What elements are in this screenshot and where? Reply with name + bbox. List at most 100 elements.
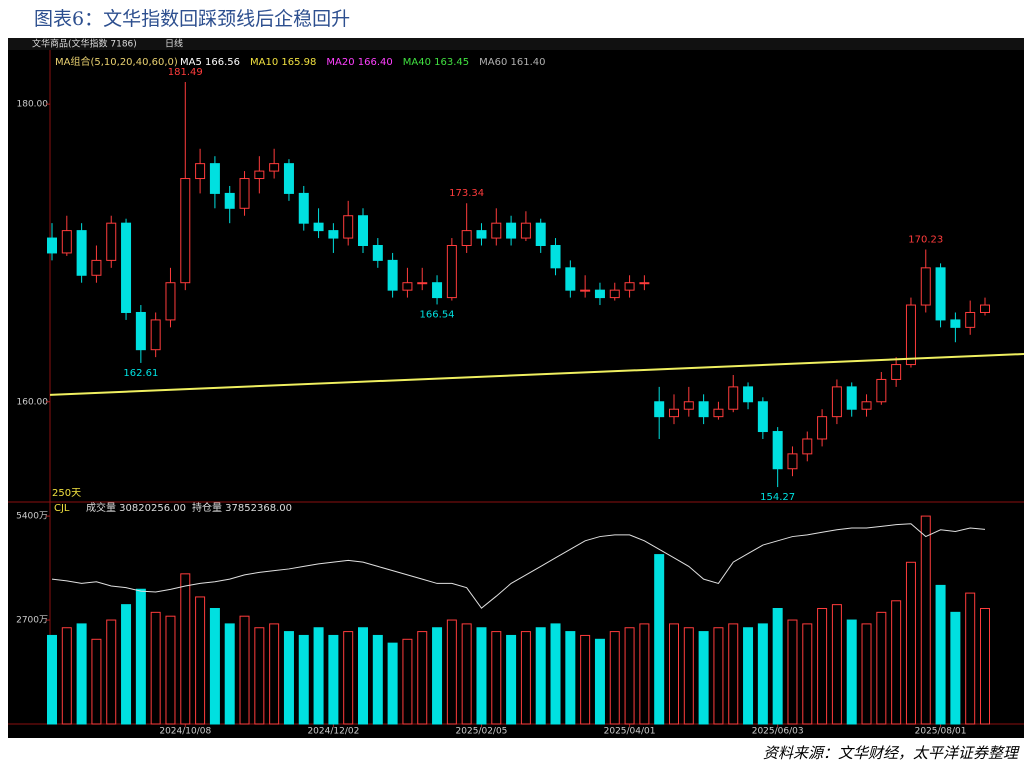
ma-title: MA组合(5,10,20,40,60,0) xyxy=(55,55,178,68)
volume-bar xyxy=(861,623,872,725)
legend-entry: MA10 165.98 xyxy=(250,57,316,68)
volume-bar xyxy=(106,619,117,725)
candle-body xyxy=(580,289,591,292)
candle-body xyxy=(209,163,220,194)
volume-bar xyxy=(772,607,783,725)
volume-bar xyxy=(624,627,635,725)
candle-body xyxy=(535,222,546,247)
candle-body xyxy=(861,401,872,410)
period: 日线 xyxy=(165,38,183,50)
volume-bar xyxy=(950,611,961,725)
volume-bar xyxy=(76,623,87,725)
volume-bar xyxy=(180,573,191,725)
extreme-label: 166.54 xyxy=(420,309,455,320)
candle-body xyxy=(950,319,961,328)
candle-body xyxy=(772,431,783,470)
volume-bar xyxy=(609,631,620,725)
volume-bar xyxy=(802,623,813,725)
volume-bar xyxy=(343,631,354,725)
open-interest-label: 持仓量 37852368.00 xyxy=(192,501,292,514)
volume-bar xyxy=(269,623,280,725)
volume-bar xyxy=(254,627,265,725)
window-label: 250天 xyxy=(52,488,81,499)
volume-bar xyxy=(817,607,828,725)
volume-bar xyxy=(417,631,428,725)
candle-body xyxy=(283,163,294,194)
candle-body xyxy=(728,386,739,410)
volume-bar xyxy=(358,627,368,725)
volume-bar xyxy=(757,623,768,725)
candle-body xyxy=(61,230,72,254)
candle-body xyxy=(698,401,709,418)
volume-bar xyxy=(224,623,235,725)
candle-body xyxy=(358,215,368,247)
chart: 文华商品(文华指数 7186) 日线 MA组合(5,10,20,40,60,0)… xyxy=(8,38,1025,738)
candle-body xyxy=(846,386,857,410)
candle-body xyxy=(876,378,887,403)
volume-bar xyxy=(831,604,842,725)
candle-body xyxy=(76,230,87,276)
candle-body xyxy=(491,222,502,239)
candle-body xyxy=(905,304,916,366)
x-tick-label: 2025/02/05 xyxy=(456,727,508,737)
legend-entry: MA5 166.56 xyxy=(180,57,240,68)
volume-bar xyxy=(209,607,220,725)
volume-bar xyxy=(165,615,176,725)
volume-label: 成交量 30820256.00 xyxy=(86,501,186,514)
candle-body xyxy=(669,408,679,418)
volume-bar xyxy=(535,627,546,725)
candle-body xyxy=(417,282,428,285)
volume-bar xyxy=(47,634,57,725)
volume-bar xyxy=(580,634,591,725)
candle-body xyxy=(387,259,398,291)
x-tick-label: 2025/08/01 xyxy=(915,727,967,737)
candle-body xyxy=(654,401,665,418)
x-tick-label: 2025/06/03 xyxy=(752,727,804,737)
candle-body xyxy=(476,230,487,239)
volume-bar xyxy=(432,627,443,725)
volume-bar xyxy=(920,515,931,725)
candle-body xyxy=(624,282,635,291)
candle-body xyxy=(91,259,102,276)
candle-body xyxy=(980,304,990,313)
candle-body xyxy=(343,215,354,239)
candle-body xyxy=(920,267,931,306)
volume-bar xyxy=(713,627,724,725)
volume-bar xyxy=(195,596,206,725)
candle-body xyxy=(195,163,206,180)
volume-bar xyxy=(639,623,650,725)
volume-bar xyxy=(61,627,72,725)
volume-bar xyxy=(476,627,487,725)
volume-bar xyxy=(698,631,709,725)
volume-bar xyxy=(121,604,132,725)
candle-body xyxy=(817,416,828,440)
candle-body xyxy=(713,408,724,418)
volume-name: CJL xyxy=(54,503,70,514)
volume-bar xyxy=(683,627,694,725)
candle-body xyxy=(520,222,531,239)
x-tick-label: 2025/04/01 xyxy=(604,727,656,737)
candle-body xyxy=(106,222,117,261)
candle-body xyxy=(935,267,946,321)
source: 资料来源：文华财经，太平洋证券整理 xyxy=(762,744,1018,762)
candle-body xyxy=(165,282,176,321)
legend-entry: MA60 161.40 xyxy=(479,57,545,68)
volume-bar xyxy=(150,611,161,725)
volume-bar xyxy=(239,615,250,725)
volume-bar xyxy=(520,631,531,725)
volume-bar xyxy=(283,631,294,725)
volume-bar xyxy=(728,623,739,725)
open-interest-line xyxy=(51,523,986,609)
volume-bar xyxy=(846,619,857,725)
neckline xyxy=(49,353,1025,396)
candle-body xyxy=(432,282,443,299)
candle-body xyxy=(506,222,517,239)
candle-body xyxy=(683,401,694,410)
candle-body xyxy=(802,438,813,455)
candle-body xyxy=(254,170,265,180)
candle-body xyxy=(831,386,842,418)
candle-body xyxy=(313,222,324,232)
candle-body xyxy=(757,401,768,433)
legend-entry: MA20 166.40 xyxy=(326,57,392,68)
